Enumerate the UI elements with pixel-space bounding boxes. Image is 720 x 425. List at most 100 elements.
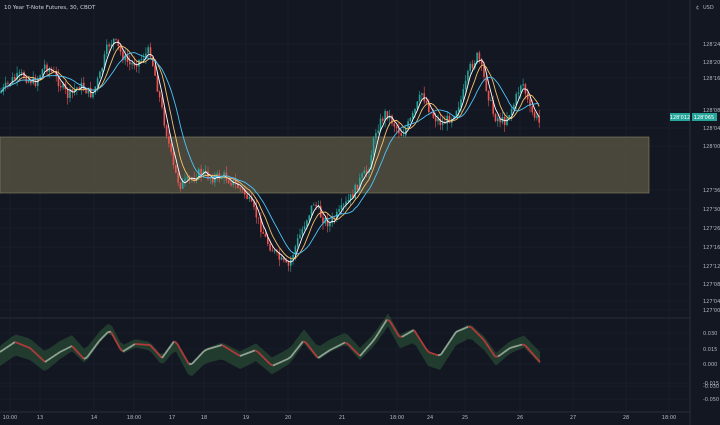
candle-body: [172, 151, 175, 166]
y-tick-label: 128'245: [703, 42, 720, 48]
oscillator-segment: [410, 329, 415, 333]
candle-body: [483, 64, 485, 77]
candle-body: [85, 89, 87, 94]
oscillator-segment: [464, 326, 469, 329]
x-tick-label: 21: [339, 415, 345, 421]
oscillator-segment: [236, 353, 241, 357]
candle-body: [110, 44, 113, 47]
oscillator-segment: [419, 338, 424, 345]
candle-body: [361, 173, 363, 178]
candle-body: [11, 77, 14, 84]
oscillator-segment: [344, 341, 349, 345]
candle-body: [513, 104, 515, 110]
candle-body: [221, 177, 223, 180]
candle-body: [248, 196, 251, 199]
oscillator-segment: [170, 340, 175, 347]
candle-body: [161, 97, 163, 108]
candle-body: [340, 205, 343, 209]
oscillator-segment: [329, 347, 334, 351]
oscillator-segment: [323, 351, 328, 355]
candle-body: [76, 87, 78, 90]
candle-body: [264, 233, 267, 237]
candle-body: [122, 51, 124, 61]
candle-body: [39, 75, 41, 79]
candle-body: [375, 133, 377, 139]
candle-body: [101, 67, 103, 72]
candle-body: [87, 87, 90, 94]
candle-body: [386, 111, 389, 119]
demand-zone: [0, 136, 650, 194]
candle-body: [306, 220, 308, 227]
candle-body: [460, 99, 462, 108]
candle-body: [329, 223, 331, 227]
oscillator-segment: [260, 354, 265, 359]
y-tick-label: 127'005: [703, 308, 720, 314]
candle-body: [48, 69, 51, 72]
oscillator-segment: [11, 341, 16, 345]
oscillator-segment: [308, 345, 313, 351]
oscillator-segment: [50, 355, 55, 359]
oscillator-segment: [485, 342, 490, 348]
candle-body: [402, 135, 405, 137]
oscillator-segment: [254, 349, 259, 353]
oscillator-segment: [86, 352, 91, 358]
candle-body: [428, 102, 430, 113]
grid-layer: [0, 0, 691, 425]
oscillator-segment: [446, 340, 451, 346]
candle-body: [78, 87, 80, 90]
candle-body: [290, 259, 292, 266]
oscillator-segment: [371, 337, 376, 343]
candle-body: [342, 204, 345, 206]
price-tag-right: [692, 113, 717, 121]
candle-body: [315, 204, 317, 207]
candle-body: [246, 194, 248, 199]
oscillator-segment: [47, 357, 52, 361]
oscillator-segment: [440, 349, 445, 355]
x-tick-label: 18:00: [390, 415, 404, 421]
candle-body: [354, 184, 356, 198]
candle-body: [147, 47, 149, 54]
oscillator-segment: [269, 363, 274, 367]
candle-body: [526, 93, 529, 100]
candle-body: [370, 155, 373, 170]
candle-body: [232, 180, 235, 186]
candle-body: [119, 46, 122, 52]
oscillator-segment: [284, 358, 289, 362]
oscillator-segment: [515, 344, 520, 348]
price-tag-right-label: 128'065: [694, 115, 714, 121]
oscillator-segment: [92, 344, 97, 350]
oscillator-segment: [368, 341, 373, 347]
oscillator-segment: [59, 349, 64, 353]
candle-body: [117, 39, 120, 47]
ma-line-slow: [0, 52, 540, 255]
oscillator-segment: [95, 340, 100, 346]
candle-body: [57, 75, 60, 87]
candle-body: [165, 125, 168, 137]
oscillator-segment: [272, 363, 277, 367]
price-tag-left-label: 128'012: [670, 115, 690, 121]
candle-body: [260, 218, 262, 233]
candle-body: [16, 72, 18, 80]
candle-body: [129, 61, 131, 65]
oscillator-segment: [35, 352, 40, 358]
candle-body: [301, 229, 304, 235]
oscillator-segment: [338, 343, 343, 347]
candle-body: [152, 57, 154, 66]
oscillator-segment: [32, 350, 37, 355]
oscillator-segment: [530, 351, 535, 356]
candle-body: [140, 59, 143, 61]
candle-body: [18, 72, 21, 74]
candle-body: [319, 205, 322, 218]
oscillator-segment: [416, 334, 421, 340]
oscillator-segment: [476, 332, 481, 337]
x-tick-label: 13: [37, 415, 43, 421]
oscillator-segment: [200, 350, 205, 355]
candle-body: [71, 89, 74, 92]
oscillator-segment: [350, 346, 355, 351]
candle-body: [476, 52, 478, 63]
oscillator-segment: [524, 344, 529, 350]
candle-body: [538, 116, 540, 123]
oscillator-segment: [26, 345, 31, 349]
